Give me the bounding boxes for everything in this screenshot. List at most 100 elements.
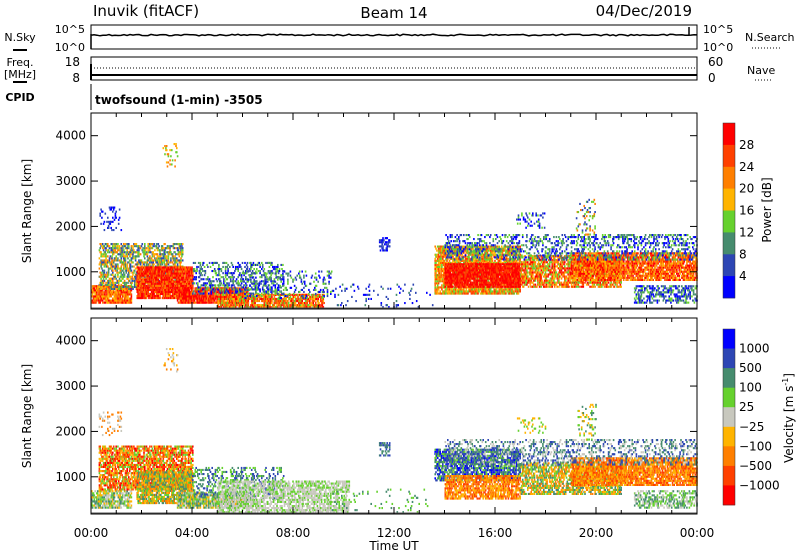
echo-cell <box>252 295 255 298</box>
echo-cell <box>105 257 107 260</box>
echo-cell <box>180 259 182 262</box>
echo-cell <box>107 269 110 272</box>
echo-cell <box>220 300 223 303</box>
echo-cell <box>249 270 251 273</box>
echo-cell <box>273 290 276 293</box>
echo-cell <box>261 304 263 307</box>
echo-cell <box>448 290 451 293</box>
echo-cell <box>96 289 98 292</box>
echo-cell <box>441 253 443 256</box>
echo-cell <box>170 278 172 281</box>
echo-cell <box>141 243 144 246</box>
echo-cell <box>255 282 257 285</box>
echo-cell <box>204 272 207 275</box>
echo-cell <box>170 282 172 285</box>
echo-cell <box>436 280 439 283</box>
echo-cell <box>98 275 101 278</box>
echo-cell <box>256 304 259 307</box>
echo-cell <box>133 269 136 272</box>
echo-cell <box>234 265 237 268</box>
echo-cell <box>240 282 243 285</box>
echo-cell <box>250 278 252 281</box>
echo-cell <box>152 288 154 291</box>
echo-cell <box>149 270 152 273</box>
echo-cell <box>100 287 102 290</box>
echo-cell <box>197 293 199 296</box>
echo-cell <box>148 292 150 295</box>
echo-cell <box>224 274 227 277</box>
echo-cell <box>442 257 444 260</box>
echo-cell <box>166 251 169 254</box>
echo-cell <box>228 284 230 287</box>
echo-cell <box>144 266 146 269</box>
echo-cell <box>154 276 156 279</box>
echo-cell <box>247 292 250 295</box>
echo-cell <box>268 265 271 268</box>
echo-cell <box>147 263 149 266</box>
echo-cell <box>191 266 193 269</box>
echo-cell <box>101 281 104 284</box>
echo-cell <box>258 261 261 264</box>
echo-cell <box>101 281 103 284</box>
echo-cell <box>303 286 305 289</box>
echo-cell <box>167 259 170 262</box>
echo-cell <box>293 300 296 303</box>
echo-cell <box>166 280 169 283</box>
echo-cell <box>294 302 297 305</box>
echo-cell <box>98 267 101 270</box>
echo-cell <box>123 273 126 276</box>
echo-cell <box>439 274 441 277</box>
echo-cell <box>182 291 185 294</box>
echo-cell <box>265 300 267 303</box>
echo-cell <box>258 295 261 298</box>
echo-cell <box>180 282 182 285</box>
echo-cell <box>128 251 130 254</box>
echo-cell <box>211 270 213 273</box>
echo-cell <box>149 261 151 264</box>
echo-cell <box>320 304 323 307</box>
echo-cell <box>192 292 194 295</box>
echo-cell <box>218 295 220 298</box>
echo-cell <box>117 247 119 250</box>
echo-cell <box>404 302 406 305</box>
echo-cell <box>295 306 298 309</box>
echo-cell <box>261 306 263 309</box>
echo-cell <box>186 276 189 279</box>
echo-cell <box>457 290 459 293</box>
echo-cell <box>180 247 182 250</box>
echo-cell <box>304 295 307 298</box>
echo-cell <box>269 297 271 300</box>
echo-cell <box>273 268 276 271</box>
echo-cell <box>139 268 142 271</box>
echo-cell <box>286 272 288 275</box>
echo-cell <box>308 304 310 307</box>
echo-cell <box>109 295 112 298</box>
echo-cell <box>233 287 235 290</box>
echo-cell <box>96 287 99 290</box>
echo-cell <box>271 302 273 305</box>
echo-cell <box>277 265 279 268</box>
echo-cell <box>273 280 276 283</box>
echo-cell <box>222 265 224 268</box>
echo-cell <box>113 259 116 262</box>
echo-cell <box>112 293 114 296</box>
echo-cell <box>319 297 322 300</box>
echo-cell <box>206 293 208 296</box>
echo-cell <box>341 302 343 305</box>
echo-cell <box>178 289 181 292</box>
echo-cell <box>201 295 203 298</box>
echo-cell <box>96 295 98 298</box>
echo-cell <box>190 270 192 273</box>
echo-cell <box>129 251 132 254</box>
echo-cell <box>103 291 106 294</box>
echo-cell <box>194 297 197 300</box>
echo-cell <box>176 268 179 271</box>
echo-cell <box>144 288 146 291</box>
echo-cell <box>101 259 104 262</box>
echo-cell <box>249 284 251 287</box>
echo-cells <box>91 143 698 309</box>
echo-cell <box>144 247 146 250</box>
echo-cell <box>250 300 253 303</box>
echo-cell <box>440 257 442 260</box>
echo-cell <box>128 279 130 282</box>
